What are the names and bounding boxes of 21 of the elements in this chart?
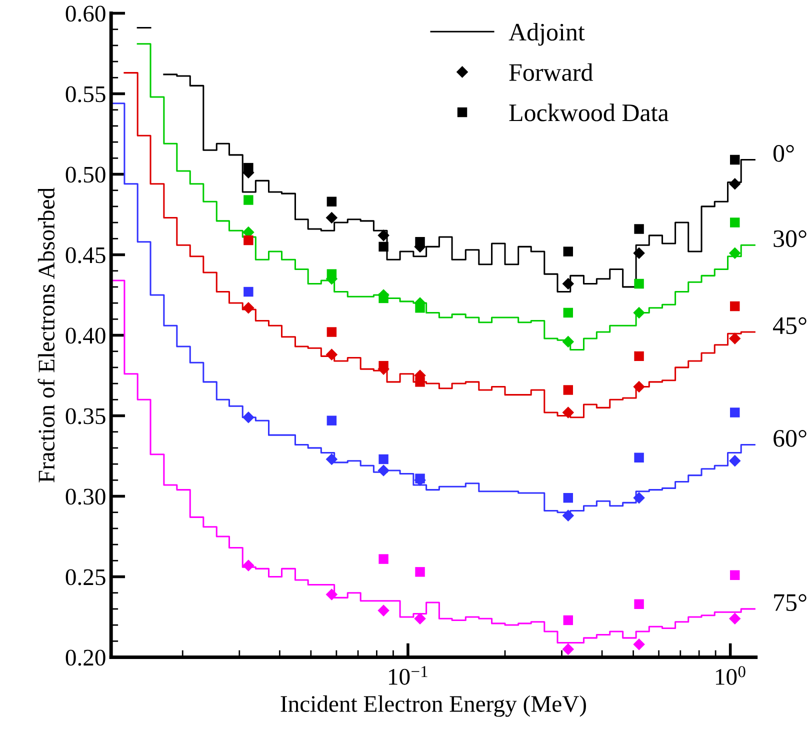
legend-label: Adjoint bbox=[508, 23, 585, 46]
y-tick-label: 0.20 bbox=[66, 650, 106, 666]
y-tick-label: 0.60 bbox=[66, 6, 106, 22]
text: 60° bbox=[774, 430, 806, 447]
text: 75° bbox=[774, 594, 806, 612]
y-axis-title: Fraction of Electrons Absorbed bbox=[38, 188, 55, 482]
y-tick-label: 0.50 bbox=[66, 166, 106, 183]
y-tick-label: 0.25 bbox=[66, 569, 106, 586]
x-tick-label: 10$^{−1}$ bbox=[389, 666, 428, 685]
text: 0° bbox=[773, 144, 794, 162]
legend-label: Forward bbox=[509, 63, 593, 81]
y-tick-label: 0.45 bbox=[66, 247, 106, 264]
y-tick-label: 0.55 bbox=[66, 86, 106, 102]
y-tick-label: 0.30 bbox=[66, 488, 106, 505]
y-tick-label: 0.35 bbox=[66, 408, 106, 424]
x-tick-label: 10$^{0}$ bbox=[716, 666, 746, 685]
y-tick-label: 0.40 bbox=[66, 328, 106, 344]
text: 30° bbox=[774, 230, 806, 248]
x-axis-title: Incident Electron Energy (MeV) bbox=[280, 695, 586, 717]
legend-label: Lockwood Data bbox=[509, 104, 669, 122]
text: 45° bbox=[773, 317, 806, 334]
